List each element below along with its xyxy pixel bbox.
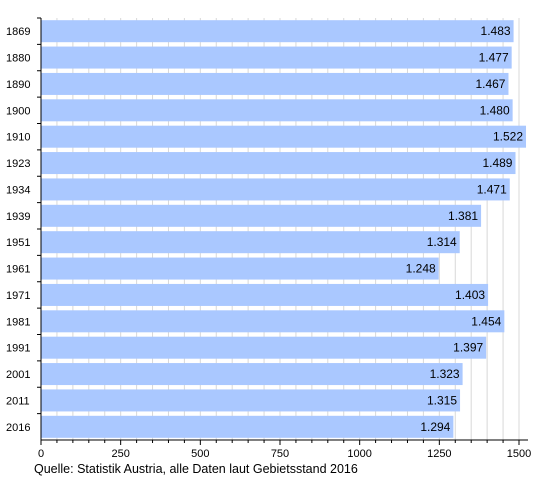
category-label: 1981 xyxy=(6,316,30,328)
data-label: 1.477 xyxy=(479,51,509,65)
bar xyxy=(41,152,516,175)
bar xyxy=(41,257,439,280)
bar xyxy=(41,99,513,122)
bar xyxy=(41,389,461,412)
category-label: 2001 xyxy=(6,369,30,381)
category-label: 1869 xyxy=(6,26,30,38)
bar xyxy=(41,204,482,227)
x-tick-label: 500 xyxy=(191,448,209,460)
bar xyxy=(41,363,463,386)
data-label: 1.381 xyxy=(448,209,478,223)
bar xyxy=(41,283,489,306)
category-label: 2016 xyxy=(6,422,30,434)
category-label: 1951 xyxy=(6,237,30,249)
category-label: 1971 xyxy=(6,290,30,302)
bar xyxy=(41,72,509,95)
category-label: 1961 xyxy=(6,264,30,276)
data-label: 1.467 xyxy=(475,77,505,91)
category-label: 1900 xyxy=(6,105,30,117)
bar xyxy=(41,310,505,333)
category-label: 1910 xyxy=(6,132,30,144)
x-tick-label: 0 xyxy=(38,448,44,460)
data-label: 1.314 xyxy=(427,235,457,249)
data-label: 1.294 xyxy=(420,420,450,434)
bar xyxy=(41,415,454,438)
data-label: 1.397 xyxy=(453,341,483,355)
category-label: 1923 xyxy=(6,158,30,170)
data-label: 1.248 xyxy=(406,262,436,276)
x-tick-label: 1500 xyxy=(507,448,531,460)
x-tick-label: 1000 xyxy=(347,448,371,460)
x-tick-label: 1250 xyxy=(427,448,451,460)
data-label: 1.323 xyxy=(430,367,460,381)
bar xyxy=(41,231,460,254)
data-label: 1.522 xyxy=(493,130,523,144)
bar xyxy=(41,20,514,43)
source-note: Quelle: Statistik Austria, alle Daten la… xyxy=(34,462,358,476)
data-label: 1.483 xyxy=(481,24,511,38)
category-label: 1934 xyxy=(6,184,30,196)
data-label: 1.480 xyxy=(480,103,510,117)
category-label: 1890 xyxy=(6,79,30,91)
data-label: 1.471 xyxy=(477,182,507,196)
bar xyxy=(41,178,510,201)
bars: 1.483 1.477 1.467 1.480 1.522 1.489 1.471 1.381… xyxy=(41,20,527,438)
x-tick-label: 250 xyxy=(111,448,129,460)
bar xyxy=(41,46,512,69)
bar xyxy=(41,125,527,148)
data-label: 1.315 xyxy=(427,393,457,407)
bar xyxy=(41,336,487,359)
category-label: 1939 xyxy=(6,211,30,223)
category-label: 1880 xyxy=(6,53,30,65)
category-label: 1991 xyxy=(6,343,30,355)
data-label: 1.489 xyxy=(482,156,512,170)
data-label: 1.403 xyxy=(455,288,485,302)
data-label: 1.454 xyxy=(471,314,501,328)
category-label: 2011 xyxy=(6,395,30,407)
x-tick-label: 750 xyxy=(271,448,289,460)
axes: 1869 1880 1890 1900 1910 1923 1934 1939 1951 1961… xyxy=(6,17,531,460)
